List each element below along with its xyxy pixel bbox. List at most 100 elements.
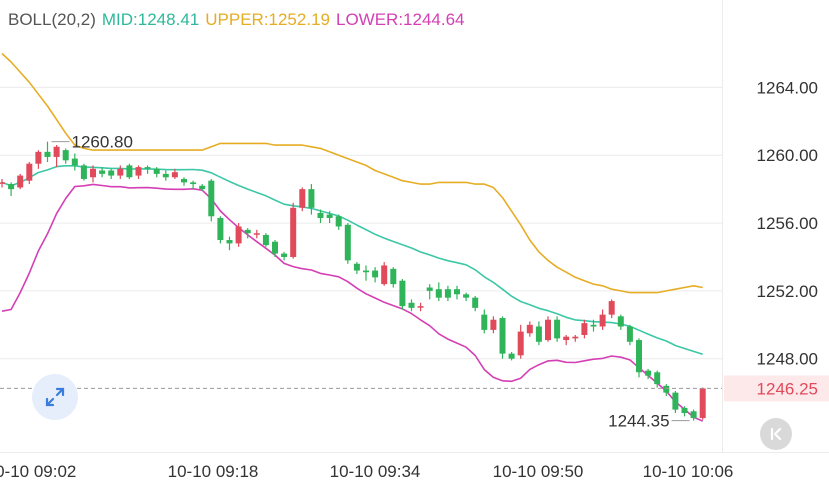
candle [608,299,615,319]
candle [353,262,360,274]
candle-body [53,146,60,157]
candle [244,228,251,239]
candle-body [299,189,306,208]
candle-body [262,234,269,246]
candle-body [144,167,151,169]
candle-body [454,289,460,295]
x-tick-label: 10-10 09:02 [0,462,76,481]
candle [535,321,542,346]
candle [326,211,333,224]
candle [26,162,33,185]
candle-body [481,314,488,330]
chevron-left-bar-icon [770,427,782,441]
candle [526,321,533,337]
candle-body [290,207,297,257]
candle-body [80,165,87,179]
candle [299,187,306,212]
candle-body [526,324,533,334]
candle-body [372,270,379,278]
candle-body [444,289,451,298]
candle-body [308,189,315,208]
x-tick-label: 10-10 10:06 [643,462,734,481]
candle-body [8,184,15,190]
candle-body [699,388,706,419]
candle-body [672,392,679,410]
y-tick-label: 1260.00 [757,146,818,165]
candle [681,406,688,417]
candle [35,150,42,169]
last-price-label: 1246.25 [757,379,818,398]
candle [490,316,497,334]
candle [117,165,124,179]
candle-body [335,216,342,227]
candle [281,251,288,261]
candle [626,324,633,346]
candle-body [690,411,697,419]
legend-upper: UPPER:1252.19 [205,10,330,29]
time-axis: 10-10 09:02 10-10 09:18 10-10 09:34 10-10 0… [0,462,733,481]
low-annotation-label: 1244.35 [608,412,669,431]
candle [590,319,597,332]
candle-body [590,324,597,327]
candle-body [99,170,106,174]
price-axis: 1264.00 1260.00 1256.00 1252.00 1248.00 [757,78,818,368]
high-annotation-label: 1260.80 [72,133,133,152]
candle [44,141,51,163]
y-tick-label: 1256.00 [757,214,818,233]
candle-body [636,340,642,373]
candle [399,279,406,310]
candle [144,165,151,174]
candle-body [681,407,688,413]
candle-body [363,270,369,273]
candle [62,148,69,164]
expand-chart-button[interactable] [32,374,78,420]
candle-body [153,168,160,174]
candle [690,409,697,421]
candle-body [71,158,78,166]
candle [545,316,551,342]
candle [262,233,269,247]
candle [335,214,342,230]
candle [253,229,260,239]
candle-body [126,165,133,178]
candle [344,223,351,264]
candle [390,267,397,288]
candle-body [408,302,415,308]
candle [517,324,524,359]
candle-body [162,173,169,178]
candle [444,285,451,302]
candle [454,285,460,300]
candle-body [26,163,33,181]
y-tick-label: 1264.00 [757,78,818,97]
candle [563,334,570,346]
last-price-tag-bg [724,375,829,402]
candle-body [181,178,187,183]
candle-body [490,319,497,330]
candles [0,141,706,421]
candle-body [62,150,69,161]
candle [190,180,197,190]
candle [290,202,297,259]
candle-body [108,170,115,176]
mid-band-line [1,165,703,356]
bollinger-bands [1,52,704,422]
candle [181,177,187,186]
candle [499,316,506,359]
candle-body [272,241,278,254]
candle-body [217,217,224,241]
candle-body [426,287,433,291]
candle [554,316,561,342]
last-price-marker: 1246.25 [0,375,829,402]
legend-indicator-name: BOLL(20,2) [8,10,96,29]
extreme-annotations: 1260.80 1244.35 [51,133,690,431]
candle-body [244,229,251,234]
candle-body [654,372,661,385]
lower-band-line [1,183,704,422]
candle-body [417,306,424,308]
candle-body [208,180,215,217]
scroll-to-latest-button[interactable] [760,418,792,450]
candle [317,209,324,224]
candle [80,163,87,181]
candle [572,334,579,342]
